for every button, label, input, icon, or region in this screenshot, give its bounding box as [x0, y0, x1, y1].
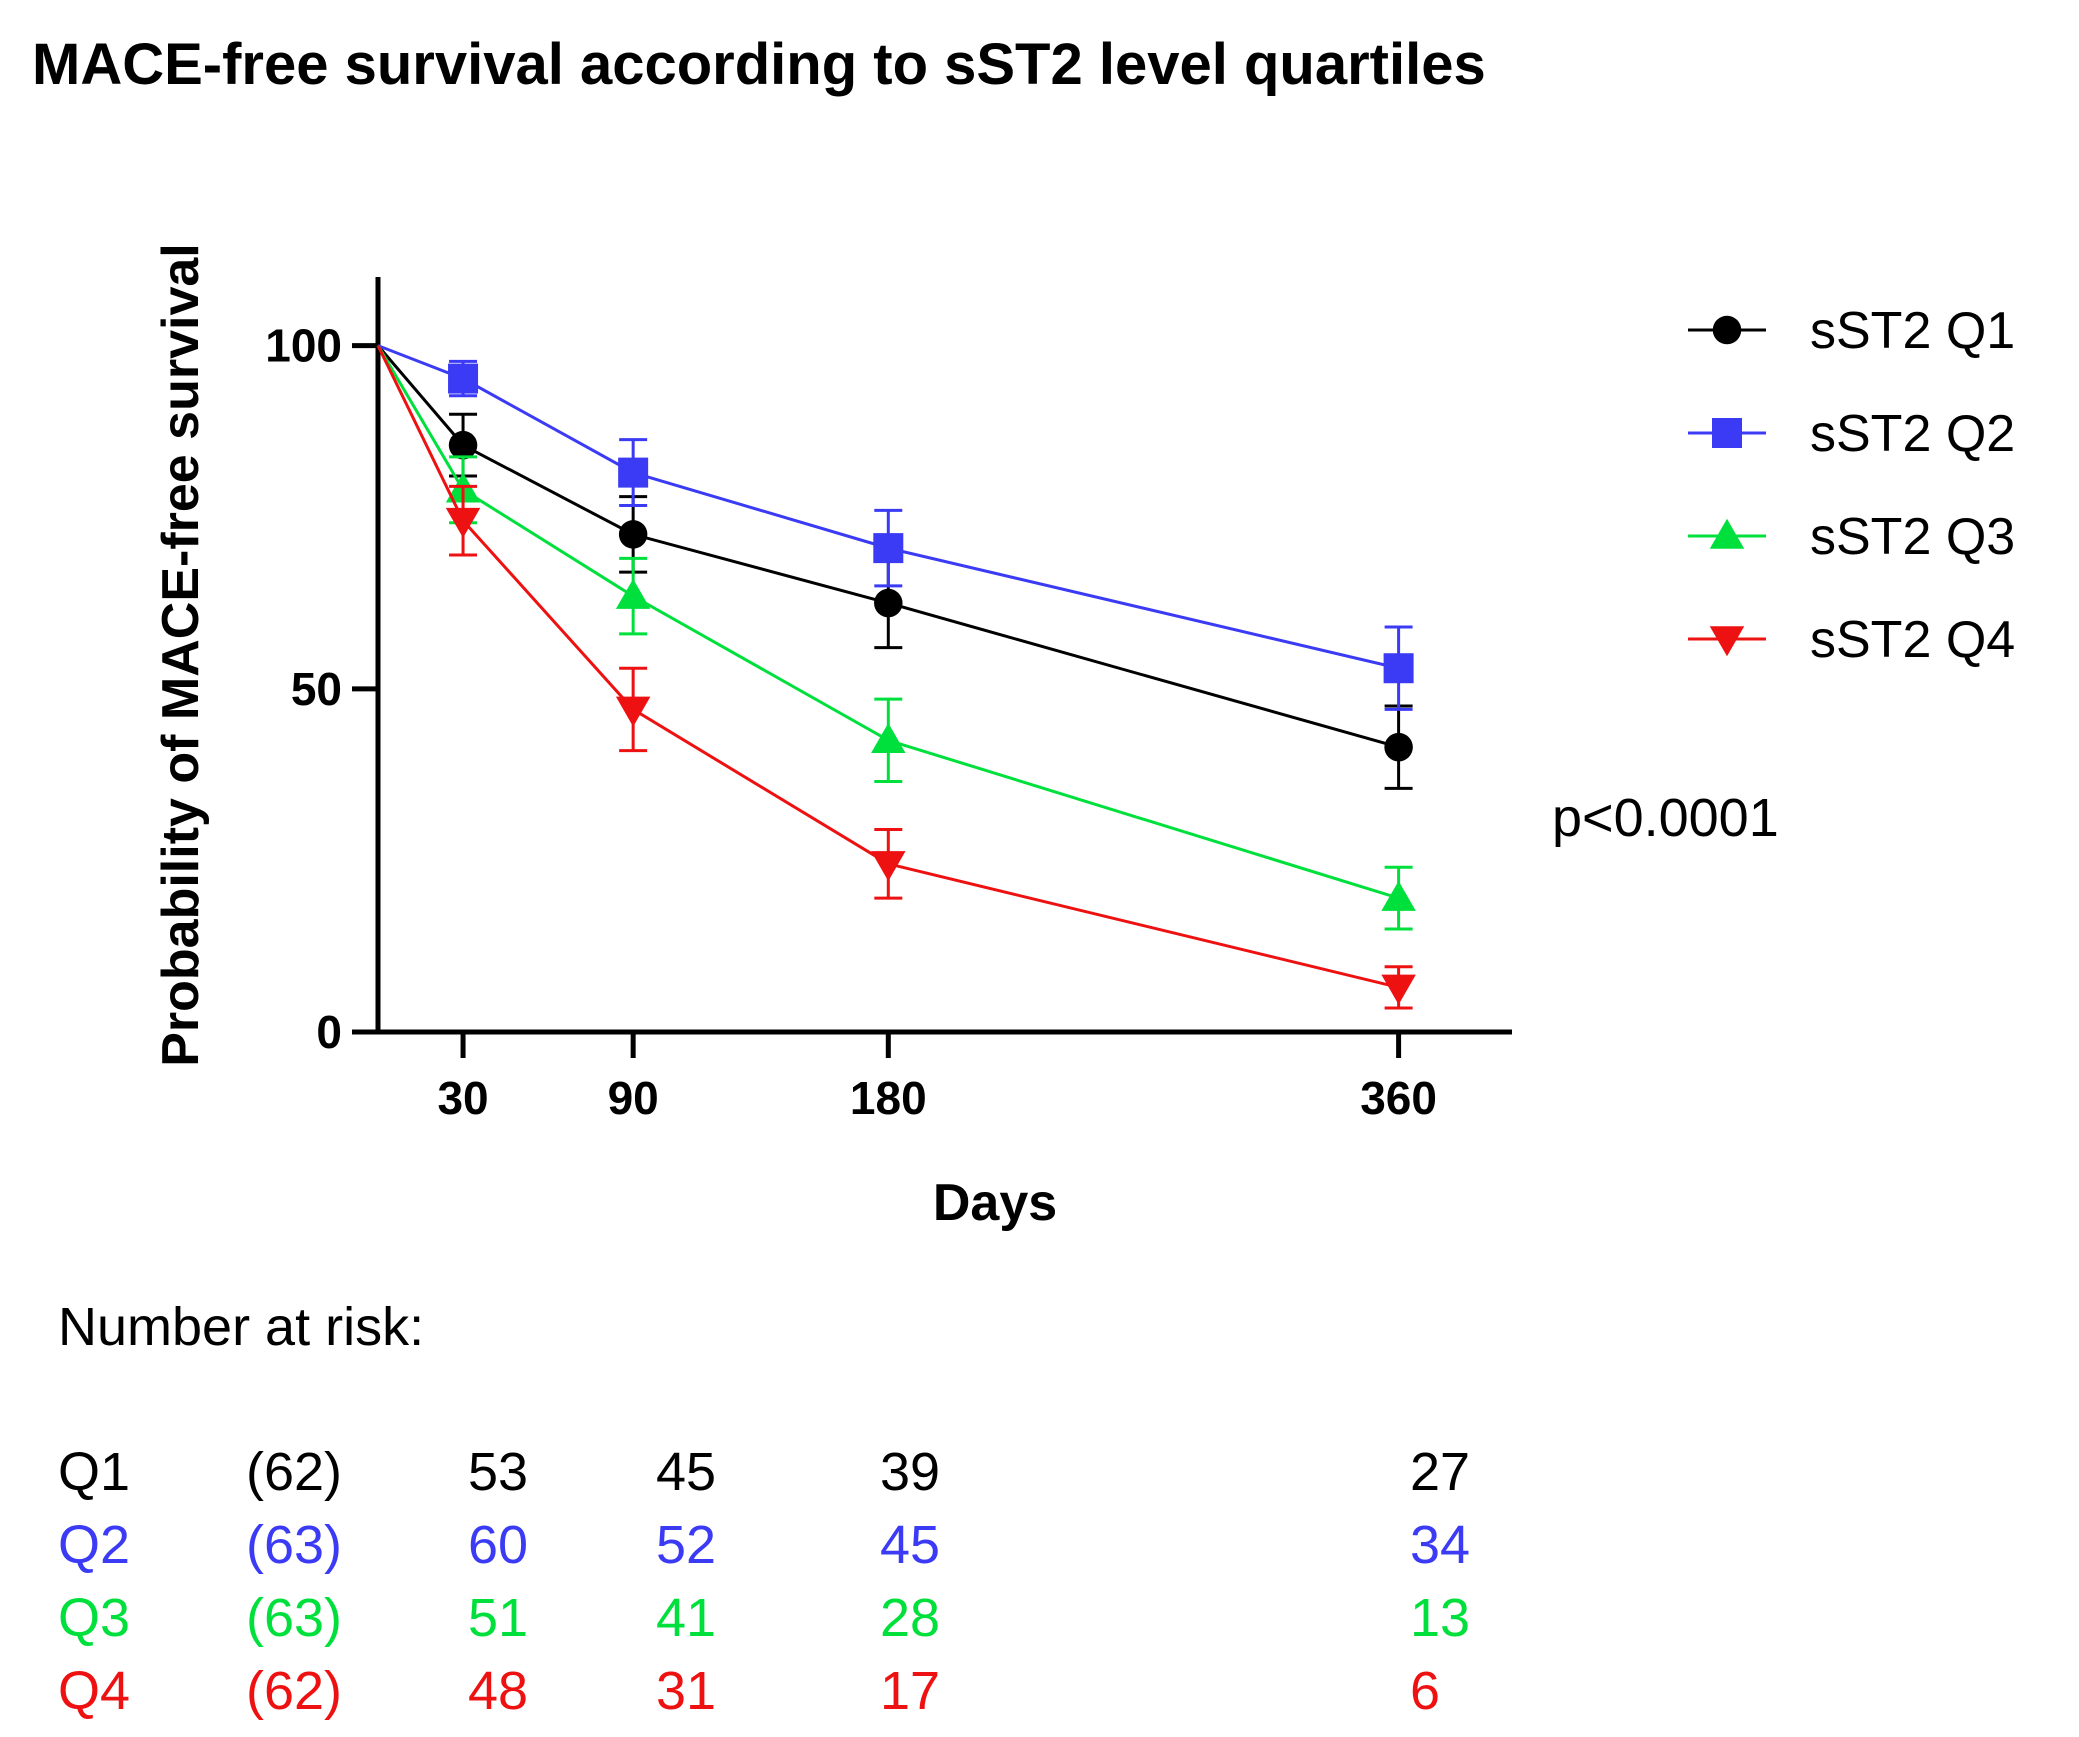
x-axis-title: Days: [933, 1174, 1057, 1232]
series-layer: [376, 344, 1416, 1010]
data-point: [871, 723, 906, 754]
data-point: [615, 578, 651, 609]
risk-row: Q4 (62) 48 31 17 6: [58, 1661, 1440, 1721]
risk-cell: 39: [880, 1442, 940, 1502]
risk-cell: 28: [880, 1588, 940, 1648]
x-tick-label: 360: [1360, 1072, 1437, 1124]
risk-row-label: Q4: [58, 1661, 130, 1721]
data-point: [1381, 974, 1416, 1005]
data-point: [618, 457, 649, 488]
risk-row: Q3 (63) 51 41 28 13: [58, 1588, 1470, 1648]
risk-cell: 53: [468, 1442, 528, 1502]
x-tick-label: 90: [608, 1072, 659, 1124]
legend-entry: sST2 Q2: [1688, 405, 2015, 463]
risk-cell: 45: [880, 1515, 940, 1575]
data-point: [874, 588, 903, 618]
data-point: [1384, 732, 1413, 762]
legend-marker: [1709, 518, 1745, 549]
risk-cell: (63): [246, 1515, 342, 1575]
data-point: [445, 507, 481, 538]
series-4: [376, 344, 1416, 1010]
y-tick-label: 0: [316, 1006, 342, 1058]
risk-cell: 31: [656, 1661, 716, 1721]
x-tick-label: 30: [437, 1072, 488, 1124]
legend-marker: [1712, 418, 1742, 448]
data-point: [618, 520, 648, 549]
legend-marker: [1712, 315, 1742, 345]
risk-cell: 60: [468, 1515, 528, 1575]
legend-marker: [1709, 626, 1745, 657]
risk-cell: 41: [656, 1588, 716, 1648]
data-point: [1383, 653, 1414, 684]
risk-cell: (62): [246, 1442, 342, 1502]
risk-row-label: Q2: [58, 1515, 130, 1575]
risk-table: Q1 (62) 53 45 39 27 Q2 (63) 60 52 45 34 Q3 (63) 51 41 28…: [58, 1442, 1470, 1721]
series-1: [376, 344, 1413, 790]
risk-row-label: Q3: [58, 1588, 130, 1648]
data-point: [1381, 880, 1416, 911]
x-tick-label: 180: [850, 1072, 927, 1124]
legend-label: sST2 Q4: [1810, 611, 2015, 669]
chart-title: MACE-free survival according to sST2 lev…: [32, 32, 1486, 97]
data-point: [448, 430, 478, 460]
y-tick-label: 50: [291, 663, 342, 715]
series-2: [377, 344, 1414, 711]
risk-cell: 51: [468, 1588, 528, 1648]
risk-cell: 17: [880, 1661, 940, 1721]
legend-entry: sST2 Q4: [1688, 611, 2015, 669]
y-axis-title: Probability of MACE-free survival: [152, 243, 210, 1067]
data-point: [448, 363, 479, 394]
legend: sST2 Q1 sST2 Q2 sST2 Q3 sST2 Q4: [1688, 302, 2015, 669]
legend-entry: sST2 Q3: [1688, 508, 2015, 566]
risk-cell: (63): [246, 1588, 342, 1648]
legend-entry: sST2 Q1: [1688, 302, 2015, 360]
risk-cell: 45: [656, 1442, 716, 1502]
risk-row: Q1 (62) 53 45 39 27: [58, 1442, 1470, 1502]
risk-cell: 48: [468, 1661, 528, 1721]
data-point: [871, 851, 906, 882]
risk-cell: 27: [1410, 1442, 1470, 1502]
risk-cell: 34: [1410, 1515, 1470, 1575]
risk-cell: 6: [1410, 1661, 1440, 1721]
series-3: [376, 344, 1416, 931]
risk-cell: 13: [1410, 1588, 1470, 1648]
risk-cell: 52: [656, 1515, 716, 1575]
p-value-annotation: p<0.0001: [1552, 788, 1779, 848]
data-point: [873, 533, 904, 564]
legend-label: sST2 Q2: [1810, 405, 2015, 463]
legend-label: sST2 Q3: [1810, 508, 2015, 566]
risk-table-label: Number at risk:: [58, 1297, 424, 1357]
risk-row-label: Q1: [58, 1442, 130, 1502]
legend-label: sST2 Q1: [1810, 302, 2015, 360]
y-tick-label: 100: [265, 320, 342, 372]
risk-row: Q2 (63) 60 52 45 34: [58, 1515, 1470, 1575]
axes: 0 50 100 30 90 180 360 Days Probability of MACE-…: [152, 243, 1512, 1232]
data-point: [615, 696, 651, 727]
risk-cell: (62): [246, 1661, 342, 1721]
